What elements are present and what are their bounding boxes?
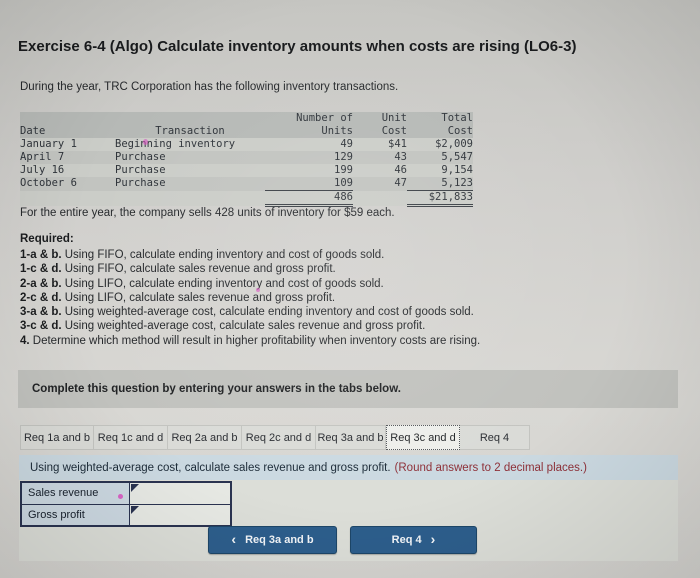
required-list: 1-a & b. Using FIFO, calculate ending in… (20, 248, 480, 348)
required-item: 3-c & d. Using weighted-average cost, ca… (20, 320, 426, 333)
complete-question-banner: Complete this question by entering your … (18, 370, 678, 408)
cell-marker-icon (130, 484, 139, 492)
instruction-rounding-note: (Round answers to 2 decimal places.) (394, 461, 587, 474)
col-header-units-2: Units (265, 125, 353, 138)
col-header-transaction: Transaction (115, 125, 265, 138)
table-row: April 7 Purchase 129 43 5,547 (20, 151, 473, 164)
col-header-date: Date (20, 125, 115, 138)
sales-revenue-label: Sales revenue (20, 481, 130, 505)
table-totals-row: 486 $21,833 (20, 190, 473, 207)
required-item: 3-a & b. Using weighted-average cost, ca… (20, 306, 474, 319)
tab-req-2a-and-b[interactable]: Req 2a and b (168, 425, 242, 450)
required-item: 2-a & b. Using LIFO, calculate ending in… (20, 277, 384, 290)
required-item: 2-c & d. Using LIFO, calculate sales rev… (20, 291, 336, 304)
gross-profit-input[interactable] (137, 505, 232, 524)
table-header-row-2: Date Transaction Units Cost Cost (20, 125, 473, 138)
sales-revenue-cell[interactable] (128, 481, 232, 505)
inventory-table: Number of Unit Total Date Transaction Un… (20, 112, 473, 207)
total-cost: $21,833 (407, 190, 473, 207)
table-row: July 16 Purchase 199 46 9,154 (20, 164, 473, 177)
gross-profit-cell[interactable] (128, 503, 232, 527)
tab-req-4[interactable]: Req 4 (460, 425, 530, 450)
col-header-totalcost-1: Total (407, 112, 473, 125)
prev-tab-button[interactable]: ‹ Req 3a and b (208, 526, 337, 554)
table-row: October 6 Purchase 109 47 5,123 (20, 177, 473, 191)
required-heading: Required: (20, 233, 74, 245)
form-row-sales-revenue: Sales revenue (20, 481, 232, 505)
tab-req-1c-and-d[interactable]: Req 1c and d (94, 425, 168, 450)
required-item: 4. Determine which method will result in… (20, 334, 481, 347)
gross-profit-label: Gross profit (20, 503, 130, 527)
sales-revenue-input[interactable] (137, 484, 232, 503)
instruction-bar: Using weighted-average cost, calculate s… (19, 455, 678, 480)
instruction-text: Using weighted-average cost, calculate s… (30, 461, 391, 474)
answer-form: Sales revenue Gross profit (20, 481, 232, 527)
chevron-left-icon: ‹ (231, 531, 237, 547)
sales-summary-text: For the entire year, the company sells 4… (20, 207, 395, 219)
col-header-totalcost-2: Cost (407, 125, 473, 138)
required-item: 1-a & b. Using FIFO, calculate ending in… (20, 249, 385, 261)
total-units: 486 (265, 190, 353, 207)
cell-marker-icon (130, 505, 139, 514)
table-header-row-1: Number of Unit Total (20, 112, 473, 125)
chevron-right-icon: › (430, 531, 436, 547)
required-item: 1-c & d. Using FIFO, calculate sales rev… (20, 263, 336, 276)
tab-req-2c-and-d[interactable]: Req 2c and d (242, 425, 316, 450)
table-row: January 1 Beginning inventory 49 $41 $2,… (20, 138, 473, 151)
page-title: Exercise 6-4 (Algo) Calculate inventory … (18, 38, 577, 55)
form-row-gross-profit: Gross profit (20, 503, 232, 527)
intro-text: During the year, TRC Corporation has the… (20, 81, 399, 93)
col-header-unitcost-2: Cost (353, 125, 407, 138)
tab-req-1a-and-b[interactable]: Req 1a and b (20, 425, 94, 450)
col-header-units-1: Number of (265, 112, 353, 125)
tab-req-3c-and-d[interactable]: Req 3c and d (386, 425, 460, 450)
col-header-unitcost-1: Unit (353, 112, 407, 125)
req-tabstrip: Req 1a and b Req 1c and d Req 2a and b R… (20, 425, 530, 450)
prev-tab-button-label: Req 3a and b (245, 534, 314, 546)
tab-content-panel: Using weighted-average cost, calculate s… (19, 455, 678, 561)
next-tab-button-label: Req 4 (391, 534, 422, 546)
tab-req-3a-and-b[interactable]: Req 3a and b (316, 425, 386, 450)
next-tab-button[interactable]: Req 4 › (350, 526, 477, 554)
